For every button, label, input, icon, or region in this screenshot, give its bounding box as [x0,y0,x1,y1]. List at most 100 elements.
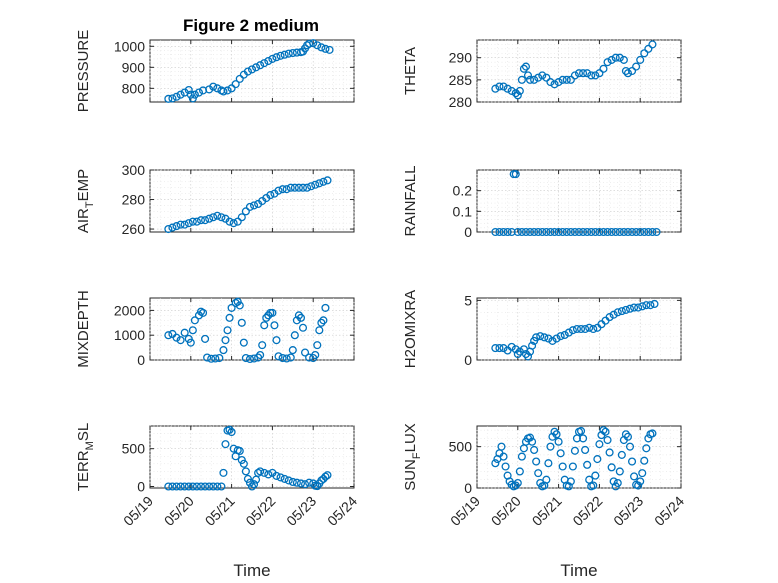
series-mixdepth [164,297,330,364]
data-point [530,227,539,237]
data-point [636,55,645,64]
data-point [585,323,594,332]
subplot-air_temp: 260 280 300 AIRTEMP [75,162,355,237]
data-point [221,440,230,449]
data-point [288,477,297,487]
x-tick-label: 05/19 [120,493,156,529]
data-point [591,71,600,80]
x-tick-label: 05/21 [529,493,565,529]
data-point [256,61,265,70]
data-point [298,323,308,332]
data-point [180,220,189,229]
data-point [513,227,522,237]
data-point [209,82,218,91]
data-point [619,55,628,64]
data-point [225,217,234,226]
data-point [211,354,220,363]
data-point [309,479,318,488]
axes-box [476,169,682,233]
data-point [282,354,291,363]
data-point [241,207,250,216]
y-tick-label: 0.2 [453,183,473,199]
data-point [495,344,504,353]
subplot-grid: 800 900 1000 PRESSURE 280 285 290 THETA 260 280 30… [75,30,687,580]
data-point [579,434,588,443]
data-point [552,430,561,439]
data-point [497,442,506,451]
data-point [644,227,653,237]
data-point [562,227,571,237]
data-point [568,326,577,335]
data-point [266,191,275,200]
data-point [574,227,584,237]
x-tick-label: 05/20 [488,493,524,529]
data-point [184,85,193,95]
data-point [219,87,228,96]
data-point [245,202,255,211]
data-point [615,227,624,237]
x-tick-label: 05/22 [242,493,278,529]
data-point [621,305,630,314]
data-point [623,69,633,78]
data-point [627,66,637,76]
data-point [544,334,553,343]
data-point [579,69,588,78]
data-point [264,311,273,320]
data-point [595,440,604,449]
data-point [607,55,616,64]
data-point [172,482,181,491]
y-tick-label: 0 [137,352,145,368]
data-point [217,482,226,491]
subplot-pressure: 800 900 1000 PRESSURE [75,30,355,113]
data-point [254,468,263,477]
y-axis-label-subscript: M [84,441,96,450]
data-point [523,71,533,80]
y-axis-label-main: THETA [402,47,419,95]
data-point [615,467,624,476]
data-point [264,470,273,479]
data-point [611,227,620,237]
data-point [229,219,238,228]
data-point [521,227,531,237]
data-point [286,353,295,362]
data-point [501,462,510,471]
data-point [319,316,328,325]
data-point [264,56,273,66]
data-point [568,462,577,471]
data-point [564,328,573,337]
data-point [491,227,500,237]
subplot-terr_msl: 0 500 05/19 05/20 05/21 05/22 05/23 05/24 Time TE… [75,423,360,580]
data-point [530,75,539,84]
data-point [627,457,637,466]
data-point [519,64,528,73]
data-point [542,475,551,484]
data-point [290,331,299,340]
y-axis-label-main: PRESSURE [75,30,92,113]
data-point [499,452,508,461]
data-point [525,433,535,442]
y-axis-label-rest: SL [75,423,92,441]
series-air_temp [164,176,332,234]
data-point [288,346,297,355]
data-point [599,426,608,435]
data-point [589,481,598,490]
y-tick-label: 300 [122,162,146,178]
data-point [528,437,537,446]
y-axis-label-subscript: T [84,201,96,208]
x-tick-label: 05/24 [324,493,360,529]
data-point [534,227,543,237]
data-point [231,80,240,89]
data-point [256,350,265,360]
data-point [491,459,500,468]
y-axis-label-main: TERR [75,450,92,491]
data-point [521,349,531,359]
data-point [284,49,293,58]
data-point [603,227,612,237]
data-point [209,482,218,491]
data-point [190,90,199,99]
data-point [548,336,557,345]
data-point [205,482,214,491]
data-point [623,227,633,237]
data-point [280,474,289,483]
